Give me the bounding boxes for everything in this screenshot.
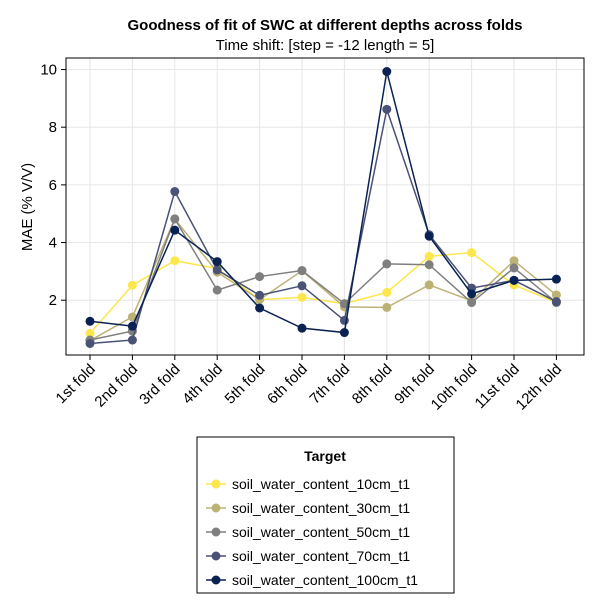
plot-frame <box>65 57 585 356</box>
data-point <box>170 256 180 266</box>
data-point <box>382 104 392 114</box>
data-point <box>127 321 137 331</box>
legend-item: soil_water_content_30cm_t1 <box>206 500 410 516</box>
legend-label: soil_water_content_50cm_t1 <box>232 524 410 540</box>
x-tick-label: 5th fold <box>222 361 269 408</box>
data-point <box>212 265 222 275</box>
data-point <box>255 290 265 300</box>
legend-marker <box>211 551 221 561</box>
legend-marker <box>211 527 221 537</box>
data-point <box>127 280 137 290</box>
data-point <box>509 256 519 266</box>
y-tick-label: 2 <box>49 292 57 309</box>
series-line <box>89 71 557 334</box>
x-tick-label: 3rd fold <box>136 361 183 408</box>
y-tick-label: 6 <box>49 177 57 194</box>
x-tick-label: 10th fold <box>428 361 481 414</box>
data-point <box>509 275 519 285</box>
legend: Target soil_water_content_10cm_t1 soil_wa… <box>196 436 455 594</box>
x-tick-label: 6th fold <box>264 361 311 408</box>
data-point <box>551 290 561 300</box>
series-line <box>89 217 557 341</box>
data-point <box>467 298 477 308</box>
legend-title: Target <box>304 448 346 464</box>
legend-marker <box>211 479 221 489</box>
legend-item: soil_water_content_70cm_t1 <box>206 548 410 564</box>
series-line <box>89 217 557 342</box>
data-point <box>127 312 137 322</box>
x-tick-label: 12th fold <box>513 361 566 414</box>
legend-label: soil_water_content_70cm_t1 <box>232 548 410 564</box>
data-point <box>339 328 349 338</box>
data-point <box>551 274 561 284</box>
data-point <box>382 259 392 269</box>
data-point <box>382 287 392 297</box>
series-4 <box>85 67 561 338</box>
data-point <box>297 281 307 291</box>
series-line <box>89 251 557 334</box>
x-tick-label: 8th fold <box>349 361 396 408</box>
legend-label: soil_water_content_100cm_t1 <box>232 572 418 588</box>
data-point <box>297 266 307 276</box>
y-tick-label: 4 <box>49 235 57 252</box>
legend-item: soil_water_content_50cm_t1 <box>206 524 410 540</box>
data-point <box>255 303 265 313</box>
legend-item: soil_water_content_100cm_t1 <box>206 572 418 588</box>
series-1 <box>85 214 561 346</box>
data-point <box>297 323 307 333</box>
legend-item: soil_water_content_10cm_t1 <box>206 476 410 492</box>
series-2 <box>85 214 561 345</box>
data-point <box>424 231 434 241</box>
data-point <box>551 297 561 307</box>
x-tick-label: 7th fold <box>306 361 353 408</box>
data-point <box>424 251 434 261</box>
chart-title: Goodness of fit of SWC at different dept… <box>127 17 522 34</box>
data-point <box>85 328 95 338</box>
y-axis-label: MAE (% V/V) <box>19 163 36 251</box>
series-line <box>89 106 557 345</box>
data-point <box>382 67 392 77</box>
chart-subtitle: Time shift: [step = -12 length = 5] <box>216 37 435 54</box>
data-point <box>297 292 307 302</box>
legend-label: soil_water_content_10cm_t1 <box>232 476 410 492</box>
y-tick-label: 10 <box>40 62 57 79</box>
data-point <box>467 248 477 258</box>
data-point <box>467 289 477 299</box>
data-point <box>170 187 180 197</box>
x-tick-label: 4th fold <box>179 361 226 408</box>
data-point <box>382 302 392 312</box>
series-layer <box>85 67 561 348</box>
y-tick-label: 8 <box>49 119 57 136</box>
data-point <box>509 263 519 273</box>
data-point <box>170 214 180 224</box>
data-point <box>170 225 180 235</box>
data-point <box>85 316 95 326</box>
series-3 <box>85 104 561 348</box>
data-point <box>424 260 434 270</box>
legend-frame <box>196 436 455 594</box>
data-point <box>212 257 222 267</box>
grid <box>66 58 584 355</box>
data-point <box>85 338 95 348</box>
data-point <box>424 280 434 290</box>
legend-marker <box>211 575 221 585</box>
data-point <box>127 335 137 345</box>
data-point <box>212 285 222 295</box>
data-point <box>255 272 265 282</box>
x-tick-label: 2nd fold <box>91 361 141 411</box>
legend-label: soil_water_content_30cm_t1 <box>232 500 410 516</box>
legend-marker <box>211 503 221 513</box>
